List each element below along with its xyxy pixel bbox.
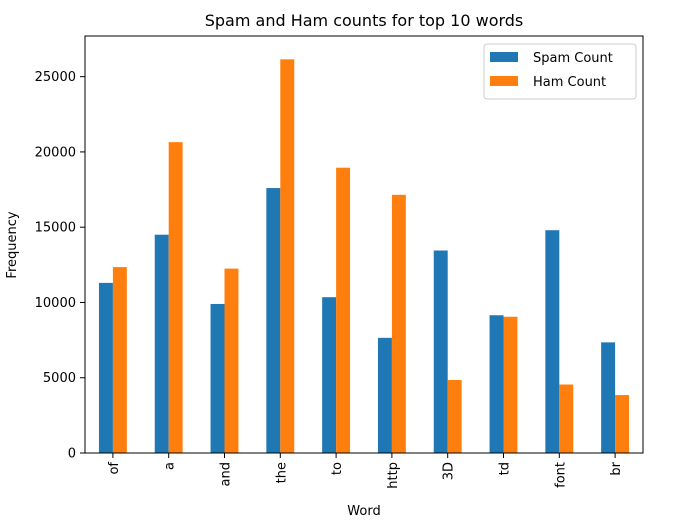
legend-swatch-ham (490, 76, 518, 86)
bar-ham-font (559, 384, 574, 453)
bar-spam-and (210, 303, 225, 453)
bar-spam-3D (433, 250, 448, 453)
y-tick-label: 25000 (35, 70, 76, 85)
y-tick-label: 15000 (35, 221, 76, 236)
bars-group (98, 59, 630, 454)
y-axis-ticks: 0 5000 10000 15000 20000 25000 (35, 70, 85, 462)
legend-box (483, 43, 637, 100)
bar-ham-of (112, 267, 127, 453)
x-tick-label-br: br (609, 461, 624, 475)
legend: Spam Count Ham Count (483, 43, 637, 100)
bar-spam-the (266, 188, 281, 454)
x-axis-ticks: of a and the to http 3D td font br (107, 453, 624, 489)
bar-spam-http (377, 337, 392, 453)
x-tick-label-td: td (498, 462, 513, 475)
axes-frame (84, 35, 644, 454)
x-tick-label-of: of (107, 462, 122, 475)
legend-swatch-spam (490, 52, 518, 62)
y-tick-label: 5000 (43, 371, 76, 386)
bar-spam-a (154, 234, 169, 453)
bar-ham-3D (447, 379, 462, 453)
x-tick-label-http: http (386, 462, 401, 489)
x-axis-label: Word (347, 504, 380, 519)
y-axis-label: Frequency (5, 211, 20, 278)
x-tick-label-to: to (330, 462, 345, 475)
bar-ham-to (336, 167, 351, 453)
legend-label-spam: Spam Count (533, 51, 613, 66)
bar-ham-the (280, 59, 295, 453)
bar-spam-br (601, 342, 616, 453)
bar-ham-td (503, 316, 518, 453)
bar-ham-and (224, 268, 239, 453)
bar-spam-of (98, 282, 113, 453)
y-tick-label: 20000 (35, 145, 76, 160)
y-tick-label: 0 (68, 447, 76, 462)
legend-label-ham: Ham Count (533, 75, 606, 90)
x-tick-label-and: and (219, 462, 234, 486)
bar-ham-a (168, 142, 183, 453)
bar-ham-http (391, 194, 406, 453)
bar-spam-font (545, 230, 560, 453)
chart-title: Spam and Ham counts for top 10 words (205, 11, 524, 30)
bar-ham-br (615, 395, 630, 453)
x-tick-label-font: font (553, 462, 568, 488)
x-tick-label-the: the (274, 462, 289, 483)
x-tick-label-a: a (163, 462, 178, 470)
bar-spam-td (489, 315, 504, 453)
y-tick-label: 10000 (35, 296, 76, 311)
x-tick-label-3D: 3D (442, 462, 457, 480)
bar-spam-to (322, 297, 337, 453)
